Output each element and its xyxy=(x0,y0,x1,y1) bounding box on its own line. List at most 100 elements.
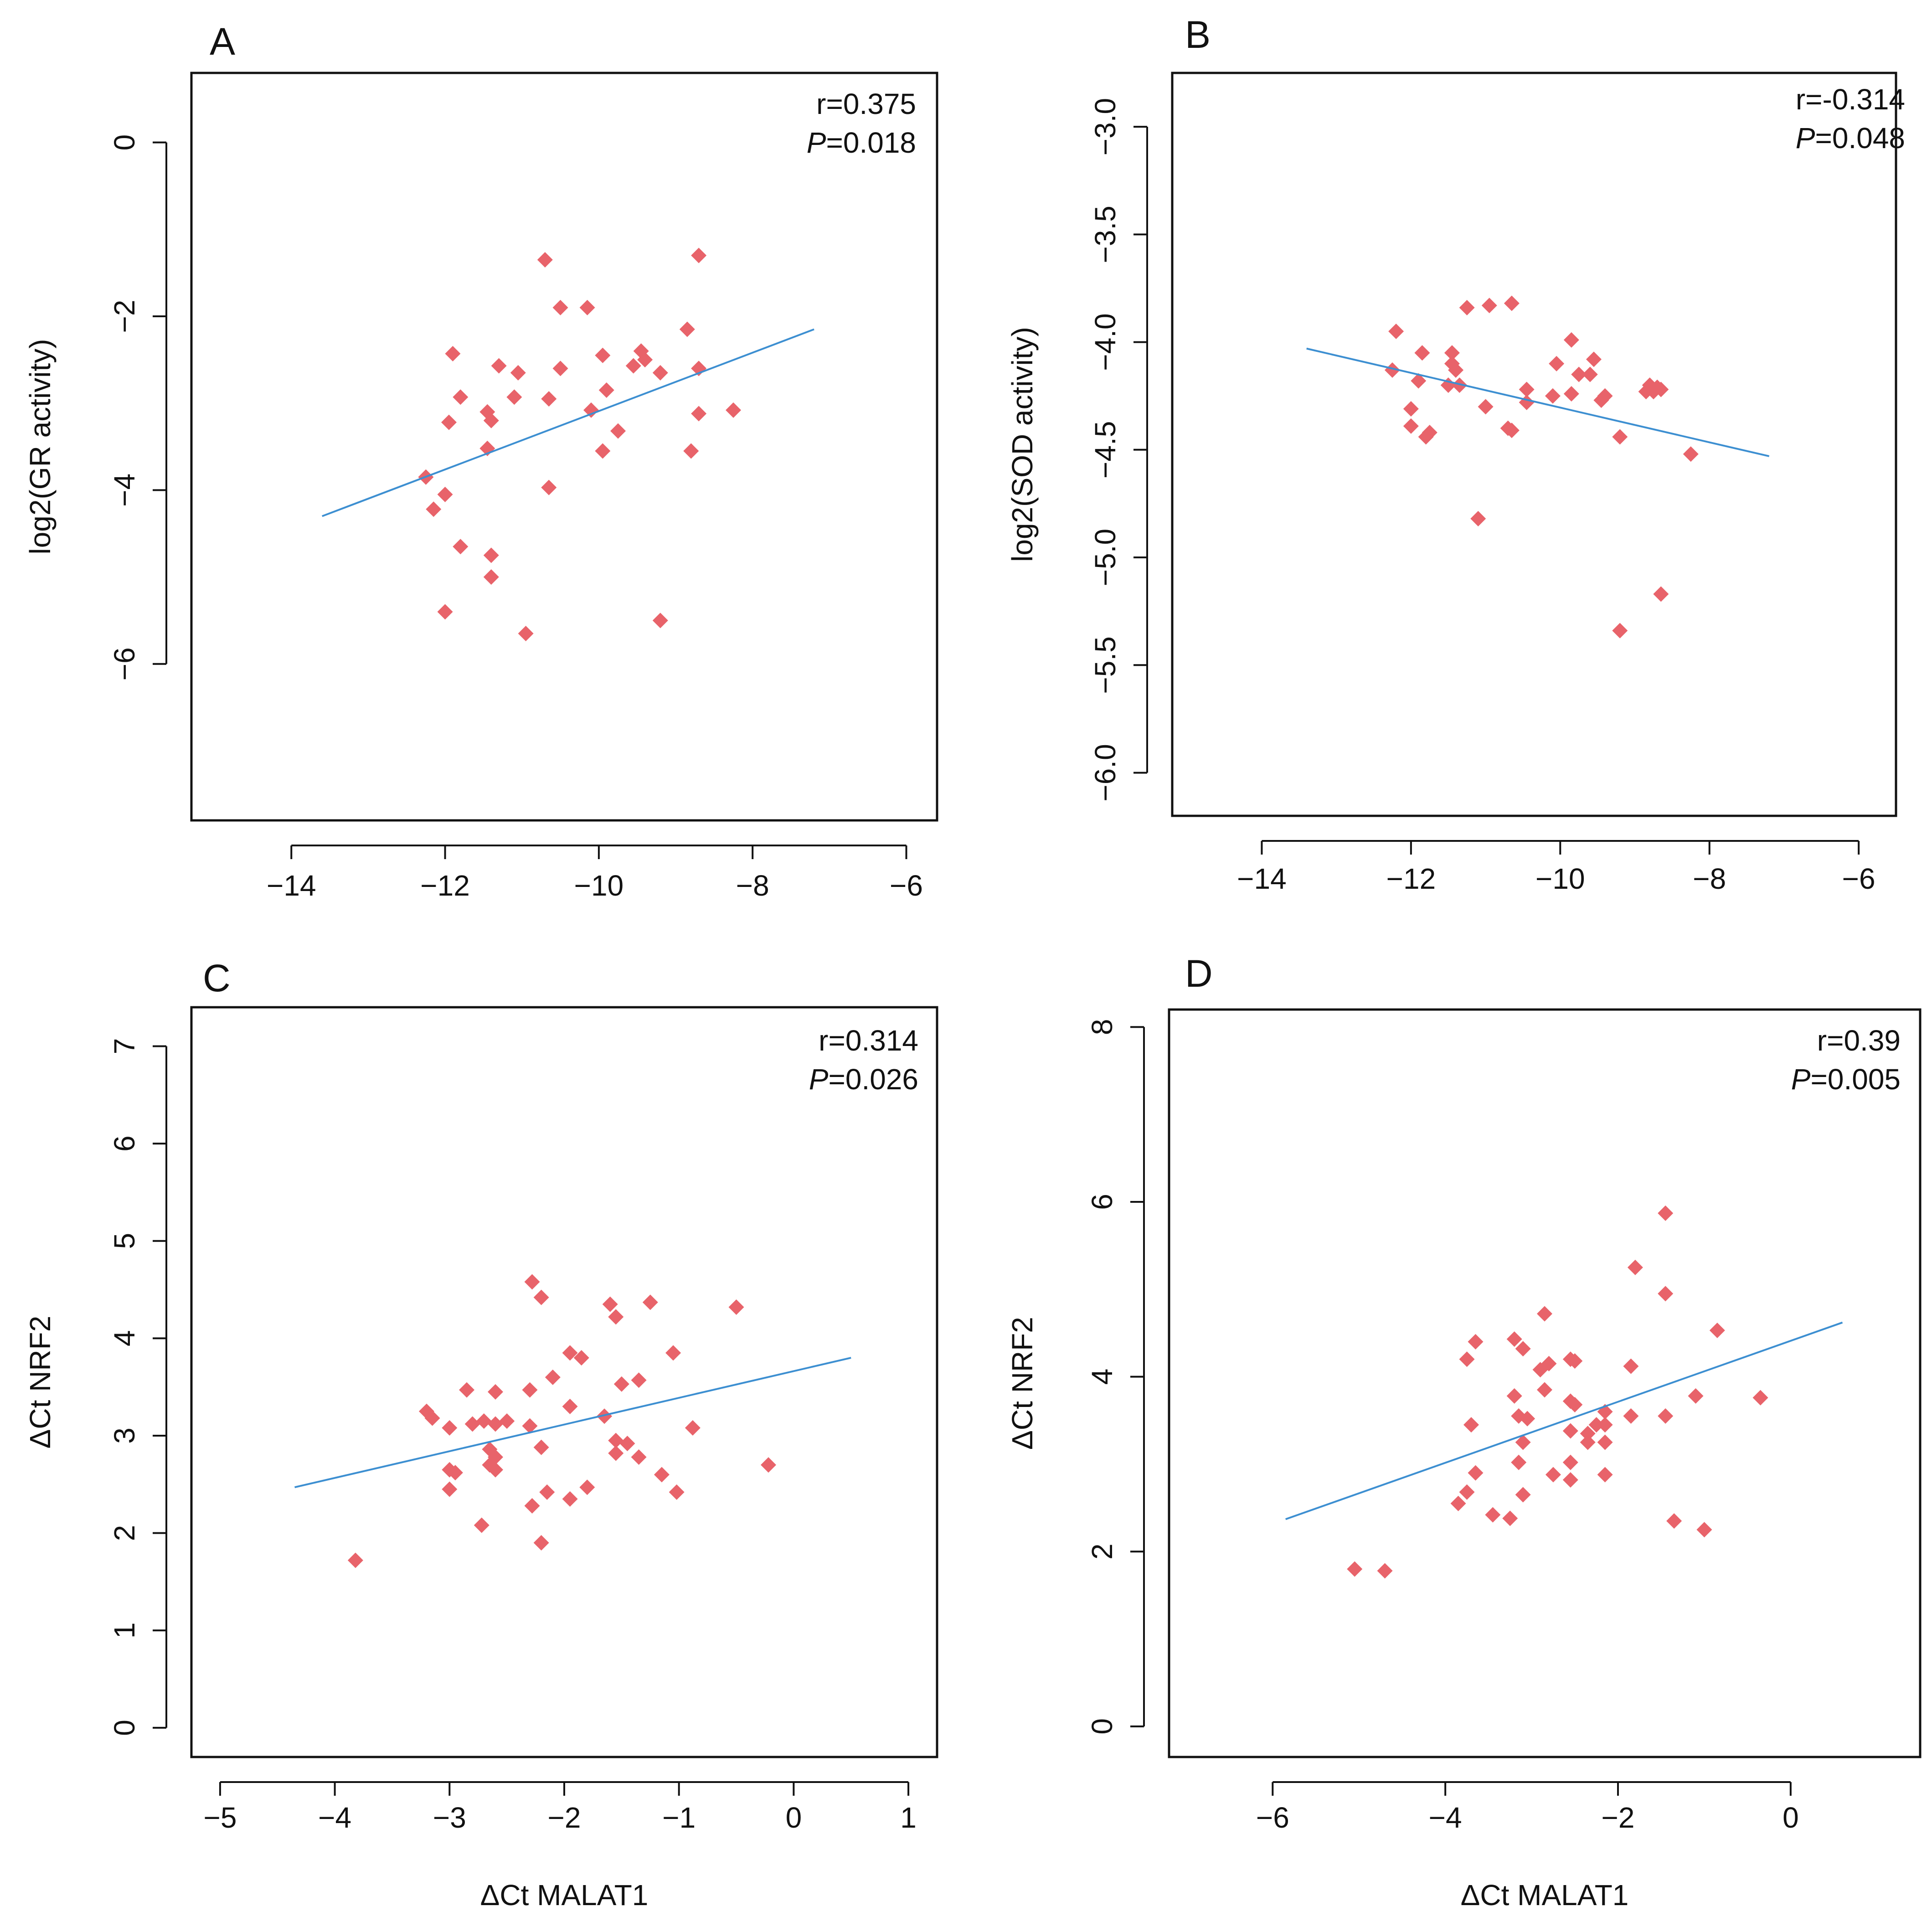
p-number: =0.005 xyxy=(1810,1063,1901,1096)
data-point xyxy=(1515,1487,1531,1503)
data-point xyxy=(1623,1408,1639,1424)
data-point xyxy=(562,1345,578,1361)
data-point xyxy=(608,1432,624,1448)
data-point xyxy=(1444,345,1460,361)
trend-line xyxy=(322,328,814,517)
data-point xyxy=(476,1413,492,1429)
data-point xyxy=(579,299,595,315)
y-tick-label: −3.0 xyxy=(1089,98,1122,155)
data-point xyxy=(464,1416,480,1432)
correlation-r: r=0.314 xyxy=(819,1024,918,1057)
data-point xyxy=(506,389,522,405)
plot-frame xyxy=(1171,72,1897,817)
y-tick-label: 4 xyxy=(1086,1369,1118,1385)
data-point xyxy=(1504,422,1520,438)
data-point xyxy=(652,365,668,381)
data-point xyxy=(533,1289,549,1305)
data-point xyxy=(1537,1306,1552,1322)
data-point xyxy=(1597,1434,1613,1450)
data-point xyxy=(1403,418,1419,434)
data-point xyxy=(510,365,526,381)
data-point xyxy=(1571,366,1587,382)
data-point xyxy=(1520,1411,1535,1427)
data-point xyxy=(625,358,641,374)
data-point xyxy=(1481,298,1497,314)
data-point xyxy=(1347,1561,1363,1577)
data-point xyxy=(1377,1563,1393,1579)
data-point xyxy=(453,389,469,405)
panel-a: A −14 −12 −10 −8 −6 0 −2 −4 −6 log2(GR activity) r=… xyxy=(24,20,938,902)
data-point xyxy=(1448,362,1464,378)
data-point xyxy=(1463,1417,1479,1433)
data-point xyxy=(1504,295,1520,311)
data-point xyxy=(562,1491,578,1507)
data-point xyxy=(487,1384,503,1400)
data-point xyxy=(1696,1522,1712,1538)
y-tick-label: 7 xyxy=(108,1038,141,1055)
data-point xyxy=(685,1420,701,1436)
y-tick-label: 0 xyxy=(1086,1718,1118,1735)
data-point xyxy=(483,412,499,428)
y-tick-label: 1 xyxy=(108,1622,141,1638)
y-tick-label: 6 xyxy=(1086,1194,1118,1210)
data-point xyxy=(1545,1467,1561,1483)
data-point xyxy=(1450,1495,1466,1511)
data-point xyxy=(1468,1334,1484,1350)
data-point xyxy=(459,1382,475,1398)
y-tick-label: −6.0 xyxy=(1089,744,1122,801)
data-point xyxy=(487,1462,503,1478)
p-value: P=0.018 xyxy=(807,126,916,159)
data-point xyxy=(491,358,507,374)
data-point xyxy=(1506,1331,1522,1347)
data-point xyxy=(654,1467,670,1483)
x-tick-label: −6 xyxy=(1842,862,1875,895)
data-point xyxy=(583,402,599,418)
data-point xyxy=(426,501,442,517)
x-tick-label: −8 xyxy=(1693,862,1726,895)
data-point xyxy=(619,1436,635,1452)
data-point xyxy=(474,1517,489,1533)
x-tick-label: 1 xyxy=(900,1801,917,1834)
data-point xyxy=(1666,1513,1682,1529)
data-point xyxy=(1567,1396,1583,1412)
x-tick-label: −3 xyxy=(433,1801,466,1834)
data-point xyxy=(1452,377,1468,393)
trend-line xyxy=(1306,347,1770,457)
data-point xyxy=(552,361,568,376)
data-point xyxy=(665,1345,681,1361)
data-point xyxy=(1580,1434,1596,1450)
y-axis-label: ΔCt NRF2 xyxy=(1006,1317,1039,1450)
x-tick-label: −2 xyxy=(548,1801,581,1834)
data-point xyxy=(1597,1467,1613,1483)
data-point xyxy=(1470,511,1486,526)
data-point xyxy=(669,1484,685,1500)
data-point xyxy=(1612,429,1628,445)
data-point xyxy=(562,1398,578,1414)
y-tick-label: −2 xyxy=(108,299,141,333)
y-tick-label: 8 xyxy=(1086,1019,1118,1036)
x-tick-label: −4 xyxy=(318,1801,351,1834)
data-point xyxy=(1414,345,1430,361)
data-point xyxy=(487,1416,503,1432)
y-tick-label: 2 xyxy=(1086,1543,1118,1560)
data-point xyxy=(608,1309,624,1325)
data-point xyxy=(1688,1388,1704,1404)
x-tick-label: −12 xyxy=(1386,862,1436,895)
data-point xyxy=(533,1439,549,1455)
data-point xyxy=(1403,401,1419,417)
data-point xyxy=(1384,362,1400,378)
data-point xyxy=(1562,1472,1578,1488)
data-point xyxy=(1502,1510,1518,1526)
plot-frame xyxy=(190,72,938,822)
data-point xyxy=(610,423,626,439)
data-point xyxy=(483,547,499,563)
trend-line xyxy=(1285,1321,1843,1520)
data-point xyxy=(1459,299,1475,315)
x-tick-label: −14 xyxy=(267,869,316,902)
data-point xyxy=(1537,1382,1552,1398)
data-point xyxy=(1638,384,1654,400)
panel-letter: D xyxy=(1185,952,1213,995)
data-point xyxy=(1468,1465,1484,1481)
data-point xyxy=(522,1418,538,1434)
